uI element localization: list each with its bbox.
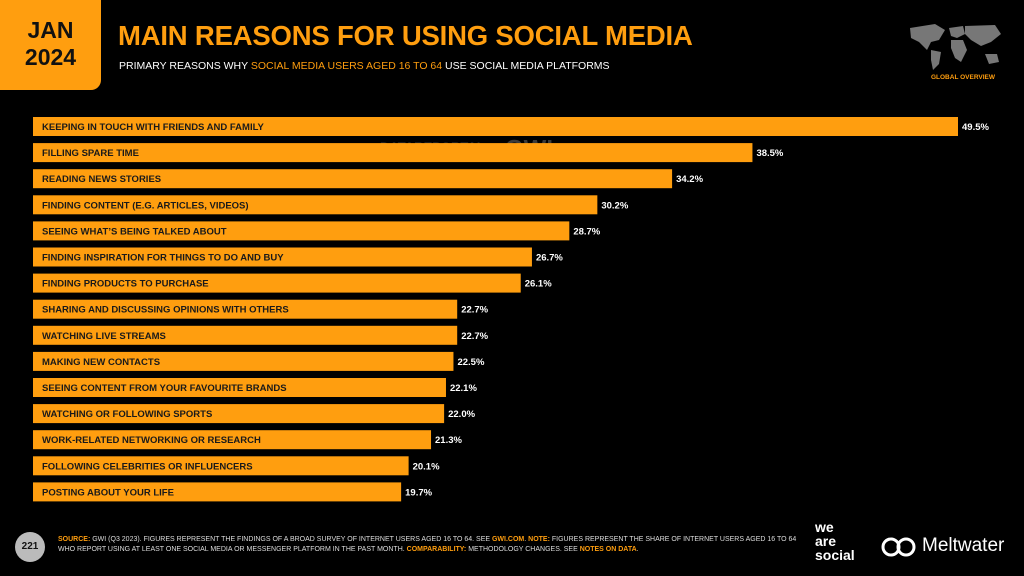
bar bbox=[33, 325, 458, 345]
category-label: FINDING INSPIRATION FOR THINGS TO DO AND… bbox=[42, 253, 284, 264]
brand-word: are bbox=[815, 533, 837, 549]
bar bbox=[33, 404, 445, 424]
source-note: SOURCE: GWI (Q3 2023). FIGURES REPRESENT… bbox=[58, 535, 798, 555]
category-label: FINDING PRODUCTS TO PURCHASE bbox=[42, 279, 209, 290]
category-label: SHARING AND DISCUSSING OPINIONS WITH OTH… bbox=[42, 305, 289, 316]
value-label: 49.5% bbox=[962, 122, 989, 133]
value-label: 26.7% bbox=[536, 253, 563, 264]
category-label: READING NEWS STORIES bbox=[42, 174, 161, 185]
subtitle-part: PRIMARY REASONS WHY bbox=[119, 60, 251, 72]
bar bbox=[33, 351, 454, 371]
source-text: . bbox=[524, 536, 529, 543]
brand-word: social bbox=[815, 547, 855, 563]
value-label: 30.2% bbox=[601, 200, 628, 211]
category-label: SEEING WHAT’S BEING TALKED ABOUT bbox=[42, 226, 227, 237]
value-label: 38.5% bbox=[756, 148, 783, 159]
category-label: WATCHING LIVE STREAMS bbox=[42, 331, 166, 342]
bar bbox=[33, 195, 598, 215]
bar bbox=[33, 482, 402, 502]
value-label: 28.7% bbox=[573, 226, 600, 237]
world-map-icon bbox=[910, 24, 1001, 70]
page-number: 221 bbox=[15, 532, 45, 562]
source-text: . bbox=[636, 546, 639, 553]
bar bbox=[33, 456, 409, 476]
value-label: 26.1% bbox=[525, 279, 552, 290]
bar bbox=[33, 169, 673, 189]
brand-name: Meltwater bbox=[922, 535, 1005, 556]
source-text: METHODOLOGY CHANGES. SEE bbox=[466, 546, 580, 553]
title: MAIN REASONS FOR USING SOCIAL MEDIA bbox=[118, 20, 693, 51]
value-label: 22.7% bbox=[461, 331, 488, 342]
category-label: WATCHING OR FOLLOWING SPORTS bbox=[42, 409, 212, 420]
date-year: 2024 bbox=[24, 44, 77, 70]
source-highlight: GWI.COM bbox=[491, 536, 525, 543]
category-label: POSTING ABOUT YOUR LIFE bbox=[42, 487, 174, 498]
category-label: FOLLOWING CELEBRITIES OR INFLUENCERS bbox=[42, 461, 253, 472]
bar bbox=[33, 247, 532, 267]
source-highlight: NOTES ON DATA bbox=[579, 546, 637, 553]
bar bbox=[33, 221, 570, 241]
section-label: GLOBAL OVERVIEW bbox=[930, 74, 996, 81]
category-label: MAKING NEW CONTACTS bbox=[42, 357, 160, 368]
source-highlight: SOURCE: bbox=[58, 536, 91, 543]
value-label: 19.7% bbox=[405, 487, 432, 498]
value-label: 22.7% bbox=[461, 305, 488, 316]
bar bbox=[33, 117, 958, 136]
category-label: FINDING CONTENT (E.G. ARTICLES, VIDEOS) bbox=[42, 200, 249, 211]
source-highlight: COMPARABILITY: bbox=[406, 546, 467, 553]
source-text: GWI (Q3 2023). FIGURES REPRESENT THE FIN… bbox=[90, 536, 492, 543]
date-badge: JAN 2024 bbox=[0, 0, 101, 90]
category-label: SEEING CONTENT FROM YOUR FAVOURITE BRAND… bbox=[42, 383, 287, 394]
bar bbox=[33, 430, 432, 450]
meltwater-icon bbox=[881, 537, 916, 557]
subtitle-part: USE SOCIAL MEDIA PLATFORMS bbox=[442, 60, 610, 72]
subtitle: PRIMARY REASONS WHY SOCIAL MEDIA USERS A… bbox=[119, 60, 610, 72]
source-text: FIGURES REPRESENT THE SHARE OF INTERNET … bbox=[58, 536, 799, 553]
date-month: JAN bbox=[27, 17, 74, 43]
brand-logo: we are social bbox=[815, 520, 855, 562]
bar bbox=[33, 273, 521, 293]
value-label: 22.5% bbox=[457, 357, 484, 368]
bar bbox=[33, 299, 458, 319]
category-label: WORK-RELATED NETWORKING OR RESEARCH bbox=[42, 435, 261, 446]
value-label: 20.1% bbox=[413, 461, 440, 472]
bar bbox=[33, 378, 446, 397]
bar bbox=[33, 143, 753, 163]
category-label: KEEPING IN TOUCH WITH FRIENDS AND FAMILY bbox=[42, 122, 265, 133]
value-label: 22.1% bbox=[450, 383, 477, 394]
value-label: 21.3% bbox=[435, 435, 462, 446]
value-label: 22.0% bbox=[448, 409, 475, 420]
brand-word: we bbox=[815, 519, 834, 535]
category-label: FILLING SPARE TIME bbox=[42, 148, 139, 159]
source-highlight: NOTE: bbox=[528, 536, 550, 543]
value-label: 34.2% bbox=[676, 174, 703, 185]
subtitle-highlight: SOCIAL MEDIA USERS AGED 16 TO 64 bbox=[250, 60, 443, 72]
